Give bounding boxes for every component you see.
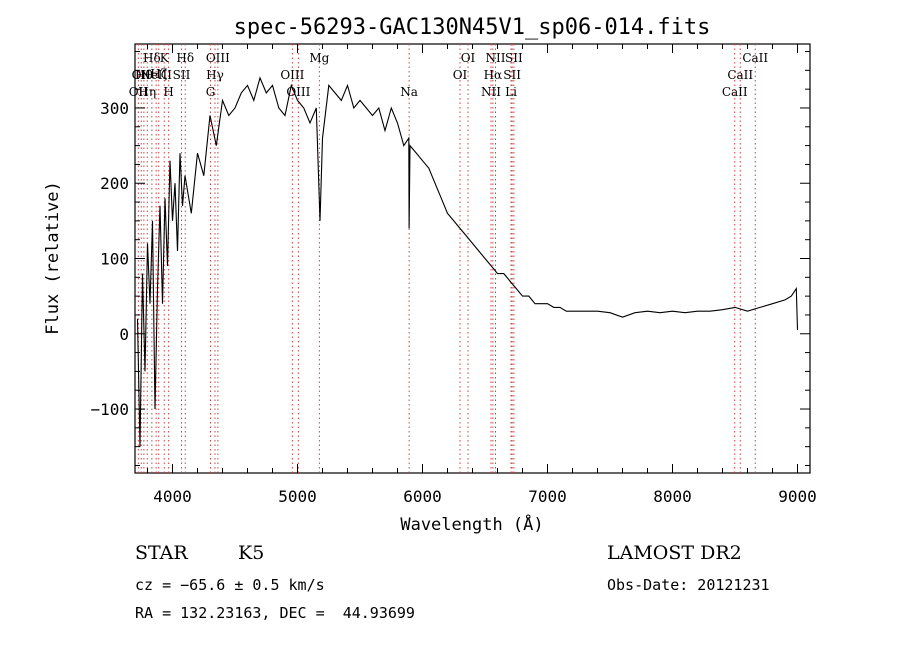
y-tick-label: −100	[90, 400, 129, 419]
line-marker-label: K	[160, 51, 170, 65]
data-release: LAMOST DR2	[607, 542, 742, 564]
x-axis-ticks: 4000 5000 6000 7000 8000 9000	[147, 44, 817, 506]
redshift-text: cz = −65.6 ± 0.5 km/s	[135, 576, 325, 594]
line-marker-label: Hγ	[206, 68, 224, 82]
line-marker-label: OIII	[206, 51, 230, 65]
x-tick-label: 6000	[403, 487, 442, 506]
line-marker-label: Li	[505, 85, 517, 99]
line-marker-label: SII	[503, 68, 521, 82]
line-marker-label: NeIII	[140, 68, 172, 82]
y-axis-ticks: −100 0 100 200 300	[90, 51, 810, 466]
object-subclass: K5	[238, 542, 265, 564]
line-marker-label: OI	[453, 68, 468, 82]
chart-title: spec-56293-GAC130N45V1_sp06-014.fits	[234, 15, 711, 40]
object-class: STAR	[135, 542, 188, 564]
x-tick-label: 7000	[528, 487, 567, 506]
spectrum-series-line	[136, 76, 799, 447]
spectral-line-markers	[137, 44, 756, 473]
y-tick-label: 100	[100, 250, 129, 269]
line-marker-label: OIII	[280, 68, 304, 82]
y-tick-label: 200	[100, 174, 129, 193]
line-marker-label: G	[206, 85, 216, 99]
y-axis-label: Flux (relative)	[43, 181, 63, 335]
line-marker-label: NII	[486, 51, 506, 65]
line-marker-label: Hδ	[143, 51, 161, 65]
line-marker-label: Hζ	[150, 67, 167, 81]
obs-date-text: Obs-Date: 20121231	[607, 576, 770, 594]
x-axis-label: Wavelength (Å)	[400, 513, 543, 535]
plot-frame	[134, 43, 811, 474]
line-marker-label: Hη	[138, 85, 156, 99]
x-tick-label: 9000	[778, 487, 817, 506]
line-marker-label: SII	[173, 68, 191, 82]
coordinates-text: RA = 132.23163, DEC = 44.93699	[135, 604, 415, 622]
line-marker-label: Na	[400, 85, 418, 99]
line-marker-label: H	[163, 85, 173, 99]
line-marker-label: Hα	[484, 68, 503, 82]
line-marker-label: OI	[461, 51, 476, 65]
line-marker-label: CaII	[727, 68, 753, 82]
line-marker-label: Hθ	[135, 68, 153, 82]
spectral-line-labels: OIIOIIHθHηHδNeIIIHζKHSIIHδGHγOIIIOIIIOII…	[129, 51, 769, 99]
x-tick-label: 4000	[153, 487, 192, 506]
line-marker-label: OII	[132, 68, 152, 82]
y-tick-label: 0	[119, 325, 129, 344]
line-marker-label: Hδ	[176, 51, 194, 65]
line-marker-label: CaII	[722, 85, 748, 99]
line-marker-label: SII	[505, 51, 523, 65]
x-tick-label: 8000	[653, 487, 692, 506]
y-tick-label: 300	[100, 99, 129, 118]
line-marker-label: CaII	[742, 51, 768, 65]
x-tick-label: 5000	[278, 487, 317, 506]
line-marker-label: Mg	[309, 51, 329, 65]
line-marker-label: OII	[129, 85, 149, 99]
line-marker-label: NII	[481, 85, 501, 99]
